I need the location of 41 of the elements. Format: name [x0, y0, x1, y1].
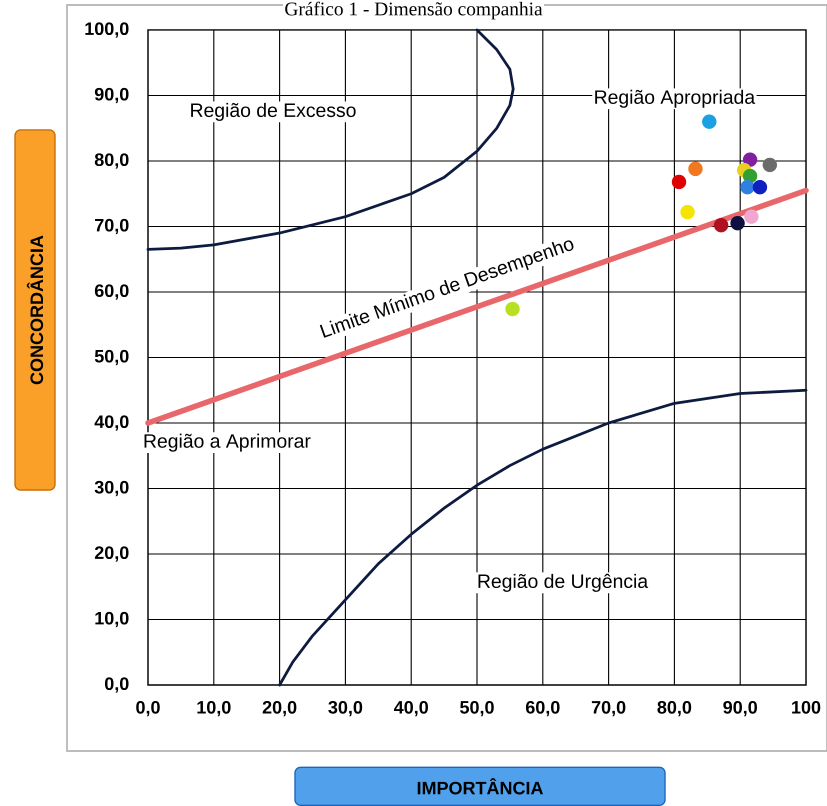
- y-tick-label: 40,0: [94, 415, 129, 431]
- point: [740, 180, 755, 194]
- point: [744, 209, 759, 224]
- point: [672, 174, 686, 190]
- point: [752, 180, 768, 194]
- x-tick-label: 50,0: [460, 700, 494, 716]
- chart-title: Gráfico 1 - Dimensão companhia: [285, 2, 542, 20]
- y-tick-label: 10,0: [95, 612, 129, 628]
- annotation: Região a Aprimorar: [144, 434, 311, 452]
- point: [680, 204, 695, 220]
- x-tick-label: 100: [792, 700, 820, 714]
- y-axis-title: CONCORDÂNCIA: [26, 236, 44, 384]
- annotation: Região de Excesso: [191, 102, 356, 121]
- point: [762, 158, 778, 172]
- x-tick-label: 20,0: [262, 700, 296, 716]
- point: [688, 162, 703, 176]
- y-tick-label: 0,0: [104, 677, 129, 693]
- x-tick-label: 70,0: [592, 700, 626, 716]
- x-tick-label: 30,0: [328, 700, 362, 716]
- annotation: Região de Urgência: [478, 574, 648, 592]
- point: [714, 218, 728, 232]
- y-tick-label: 20,0: [94, 546, 129, 562]
- y-tick-label: 60,0: [94, 284, 129, 300]
- x-tick-label: 0,0: [136, 700, 160, 716]
- y-tick-label: 70,0: [95, 218, 129, 234]
- point: [702, 114, 716, 129]
- x-tick-label: 60,0: [526, 700, 560, 716]
- y-tick-label: 80,0: [94, 153, 129, 169]
- point: [742, 152, 758, 167]
- y-tick-label: 30,0: [94, 480, 129, 496]
- y-tick-label: 90,0: [94, 88, 129, 104]
- point: [505, 302, 520, 316]
- point: [730, 216, 745, 230]
- x-tick-label: 10,0: [197, 700, 231, 716]
- x-tick-label: 40,0: [394, 700, 428, 716]
- annotation: Região Apropriada: [595, 90, 756, 108]
- x-axis-title: IMPORTÂNCIA: [418, 778, 543, 794]
- y-tick-label: 100,0: [85, 22, 129, 38]
- y-tick-label: 50,0: [94, 350, 129, 366]
- x-tick-label: 80,0: [657, 700, 692, 716]
- x-tick-label: 90,0: [723, 700, 757, 716]
